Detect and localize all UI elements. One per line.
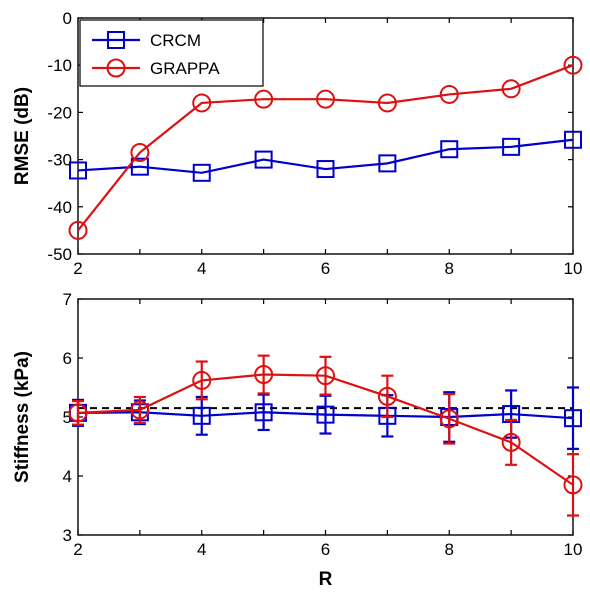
crcm-point (316, 405, 335, 424)
crcm-series-line (77, 411, 574, 420)
rmse-chart: 2 4 6 8 10 0 -10 -20 -30 -40 -50 RMSE (dB) CRCM GRAPP… (12, 9, 583, 278)
y-tick-label: 3 (63, 526, 72, 545)
x-tick-label: 6 (321, 259, 330, 278)
grappa-point (254, 365, 274, 385)
grappa-point (377, 93, 397, 113)
grappa-point (563, 55, 583, 75)
grappa-point (377, 386, 397, 406)
grappa-point (68, 403, 88, 423)
grappa-point (130, 400, 150, 420)
grappa-series-line (77, 64, 574, 232)
x-tick-label: 2 (73, 259, 82, 278)
crcm-point (192, 406, 211, 425)
crcm-series-line (77, 138, 574, 174)
grappa-point (316, 89, 335, 109)
legend-marker-grappa (106, 58, 126, 78)
y-tick-label: 4 (63, 467, 72, 486)
crcm-point (564, 409, 582, 428)
crcm-point (316, 160, 335, 179)
grappa-point (501, 432, 521, 452)
x-tick-label: 4 (197, 540, 206, 559)
grappa-point (316, 366, 335, 386)
crcm-point (378, 154, 397, 173)
x-tick-label: 8 (445, 540, 454, 559)
grappa-point (130, 143, 150, 163)
legend-marker-crcm (107, 31, 125, 49)
grappa-point (439, 84, 459, 104)
crcm-point (130, 157, 149, 176)
y-tick-label: 7 (63, 290, 72, 309)
grappa-point (192, 370, 212, 390)
legend-label-grappa: GRAPPA (150, 59, 220, 78)
y-tick-label: 0 (63, 9, 72, 28)
x-tick-label: 2 (73, 540, 82, 559)
y-tick-label: 5 (63, 408, 72, 427)
x-tick-label: 10 (564, 259, 583, 278)
grappa-point (192, 93, 212, 113)
grappa-series-line (77, 373, 574, 486)
grappa-point (439, 409, 459, 429)
x-tick-label: 10 (564, 540, 583, 559)
y-tick-label: -40 (47, 198, 72, 217)
grappa-point (563, 475, 583, 495)
grappa-point (68, 220, 88, 240)
x-tick-label: 6 (321, 540, 330, 559)
crcm-point (564, 130, 582, 149)
stiffness-chart: 2 4 6 8 10 7 6 5 4 3 Stiffness (kPa) R (12, 290, 583, 590)
y-tick-label: -50 (47, 245, 72, 264)
y-axis-label: RMSE (dB) (12, 87, 33, 185)
x-tick-label: 4 (197, 259, 206, 278)
grappa-point (254, 89, 274, 109)
crcm-point (254, 403, 273, 422)
y-axis-label: Stiffness (kPa) (12, 351, 33, 483)
crcm-point (254, 150, 273, 169)
x-axis-label: R (319, 569, 333, 590)
y-tick-label: -20 (47, 103, 72, 122)
y-tick-label: -10 (47, 56, 72, 75)
crcm-point (502, 137, 521, 156)
y-tick-label: 6 (63, 349, 72, 368)
legend-label-crcm: CRCM (150, 31, 201, 50)
crcm-point (69, 161, 87, 180)
crcm-point (440, 140, 459, 159)
grappa-point (501, 79, 521, 99)
x-tick-label: 8 (445, 259, 454, 278)
crcm-point (192, 163, 211, 182)
y-tick-label: -30 (47, 151, 72, 170)
